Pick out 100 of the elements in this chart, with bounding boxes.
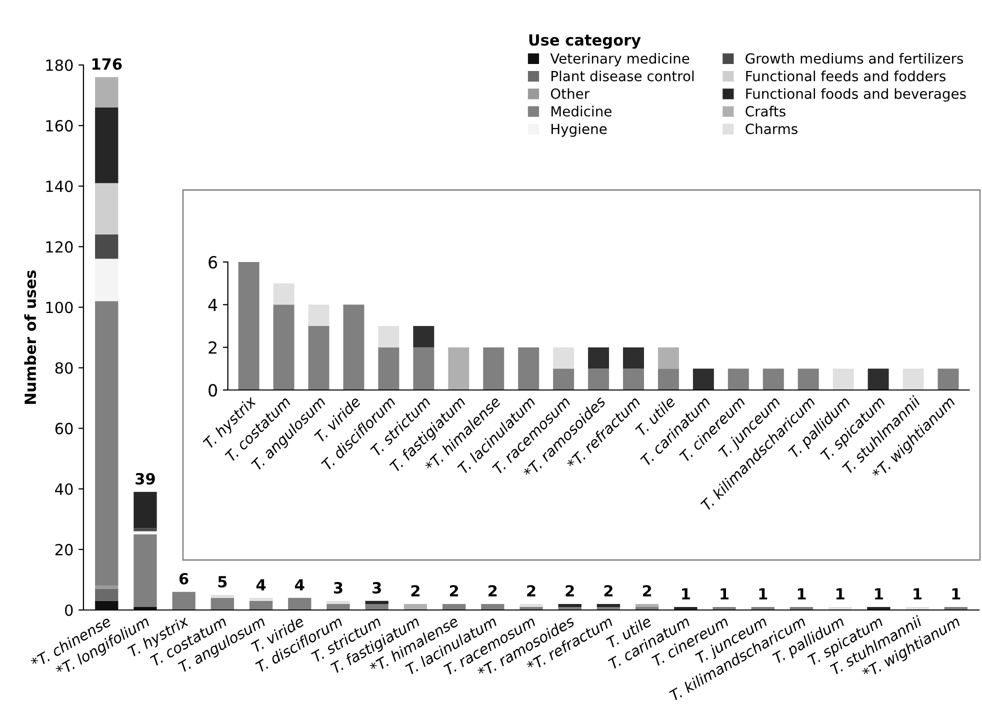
- bar: [868, 368, 889, 390]
- legend-label: Functional foods and beverages: [746, 88, 966, 102]
- total-label: 2: [488, 585, 497, 596]
- total-label: 6: [179, 572, 188, 585]
- bar: [658, 347, 679, 369]
- total-label: 4: [295, 579, 304, 590]
- legend-label: Growth mediums and fertilizers: [746, 52, 964, 64]
- total-label: 1: [914, 588, 922, 600]
- total-label: 3: [372, 582, 381, 594]
- bar: [95, 301, 118, 586]
- total-label: 1: [798, 588, 806, 600]
- bar: [378, 347, 400, 390]
- legend-label: Veterinary medicine: [550, 52, 690, 66]
- total-label: 1: [836, 588, 844, 600]
- bar: [95, 183, 118, 235]
- total-label: 1: [682, 588, 690, 600]
- legend-label: Hygiene: [552, 123, 607, 137]
- total-label: 176: [92, 58, 122, 70]
- bar: [938, 368, 959, 390]
- bar: [635, 604, 659, 607]
- bar: [553, 368, 574, 390]
- bar: [442, 604, 466, 610]
- bar: [249, 598, 273, 601]
- y-tick-label: 160: [46, 120, 73, 132]
- bar: [692, 368, 714, 390]
- y-tick-label: 0: [208, 384, 217, 397]
- bar: [95, 588, 118, 601]
- bar: [95, 107, 118, 184]
- bar: [520, 604, 543, 607]
- total-label: 2: [450, 585, 458, 596]
- y-tick-label: 2: [208, 341, 216, 354]
- bar: [902, 368, 924, 390]
- legend-title: Use category: [529, 34, 641, 49]
- bar: [210, 594, 234, 598]
- bar: [728, 368, 749, 390]
- total-label: 2: [527, 585, 536, 596]
- legend-label: Charms: [746, 123, 798, 134]
- bar: [481, 604, 504, 610]
- bar: [238, 262, 260, 390]
- total-label: 2: [566, 585, 574, 596]
- bar: [365, 600, 388, 604]
- bar: [172, 592, 196, 610]
- legend-label: Medicine: [552, 106, 612, 117]
- total-label: 3: [334, 582, 342, 594]
- bar: [288, 598, 312, 610]
- bar: [798, 368, 819, 390]
- bar: [832, 368, 854, 390]
- bar: [623, 368, 644, 390]
- y-tick-label: 80: [55, 362, 73, 374]
- bar: [558, 604, 582, 607]
- total-label: 4: [256, 579, 266, 590]
- bar: [343, 304, 364, 390]
- bar: [134, 534, 157, 607]
- bar: [596, 604, 620, 607]
- bar: [273, 283, 294, 305]
- legend-label: Other: [550, 88, 590, 99]
- bar: [326, 604, 350, 610]
- bar: [95, 77, 118, 108]
- bar: [134, 492, 157, 528]
- bar: [249, 600, 273, 610]
- legend-label: Plant disease control: [552, 70, 694, 82]
- bar: [518, 347, 540, 390]
- bar: [308, 304, 330, 326]
- bar: [95, 234, 118, 259]
- bar: [404, 604, 428, 610]
- bar: [210, 598, 234, 610]
- bar: [588, 368, 610, 390]
- bar: [378, 326, 400, 348]
- y-tick-label: 0: [65, 604, 73, 616]
- bar: [326, 600, 350, 604]
- y-tick-label: 120: [46, 241, 73, 253]
- bar: [588, 347, 610, 369]
- bar: [483, 347, 504, 390]
- y-tick-label: 4: [208, 298, 218, 311]
- bar: [95, 258, 118, 302]
- y-tick-label: 180: [46, 59, 73, 72]
- total-label: 2: [411, 585, 420, 596]
- total-label: 1: [759, 588, 768, 600]
- y-tick-label: 140: [46, 180, 73, 192]
- bar: [658, 368, 679, 390]
- y-axis-title: Number of uses: [24, 270, 36, 404]
- bar: [308, 326, 330, 390]
- total-label: 1: [720, 588, 729, 600]
- bar: [762, 368, 784, 390]
- bar: [448, 347, 470, 390]
- bar: [95, 586, 118, 589]
- y-tick-label: 40: [55, 483, 73, 495]
- total-label: 2: [642, 585, 652, 596]
- bar: [134, 528, 157, 532]
- total-label: 5: [218, 576, 227, 588]
- bar: [273, 304, 294, 390]
- bar: [365, 604, 388, 610]
- bar: [413, 326, 434, 348]
- total-label: 39: [136, 473, 155, 485]
- bar: [95, 600, 118, 610]
- y-tick-label: 6: [208, 256, 218, 269]
- legend-label: Functional feeds and fodders: [746, 70, 946, 82]
- total-label: 2: [604, 585, 612, 596]
- total-label: 1: [875, 588, 883, 600]
- total-label: 1: [952, 588, 960, 600]
